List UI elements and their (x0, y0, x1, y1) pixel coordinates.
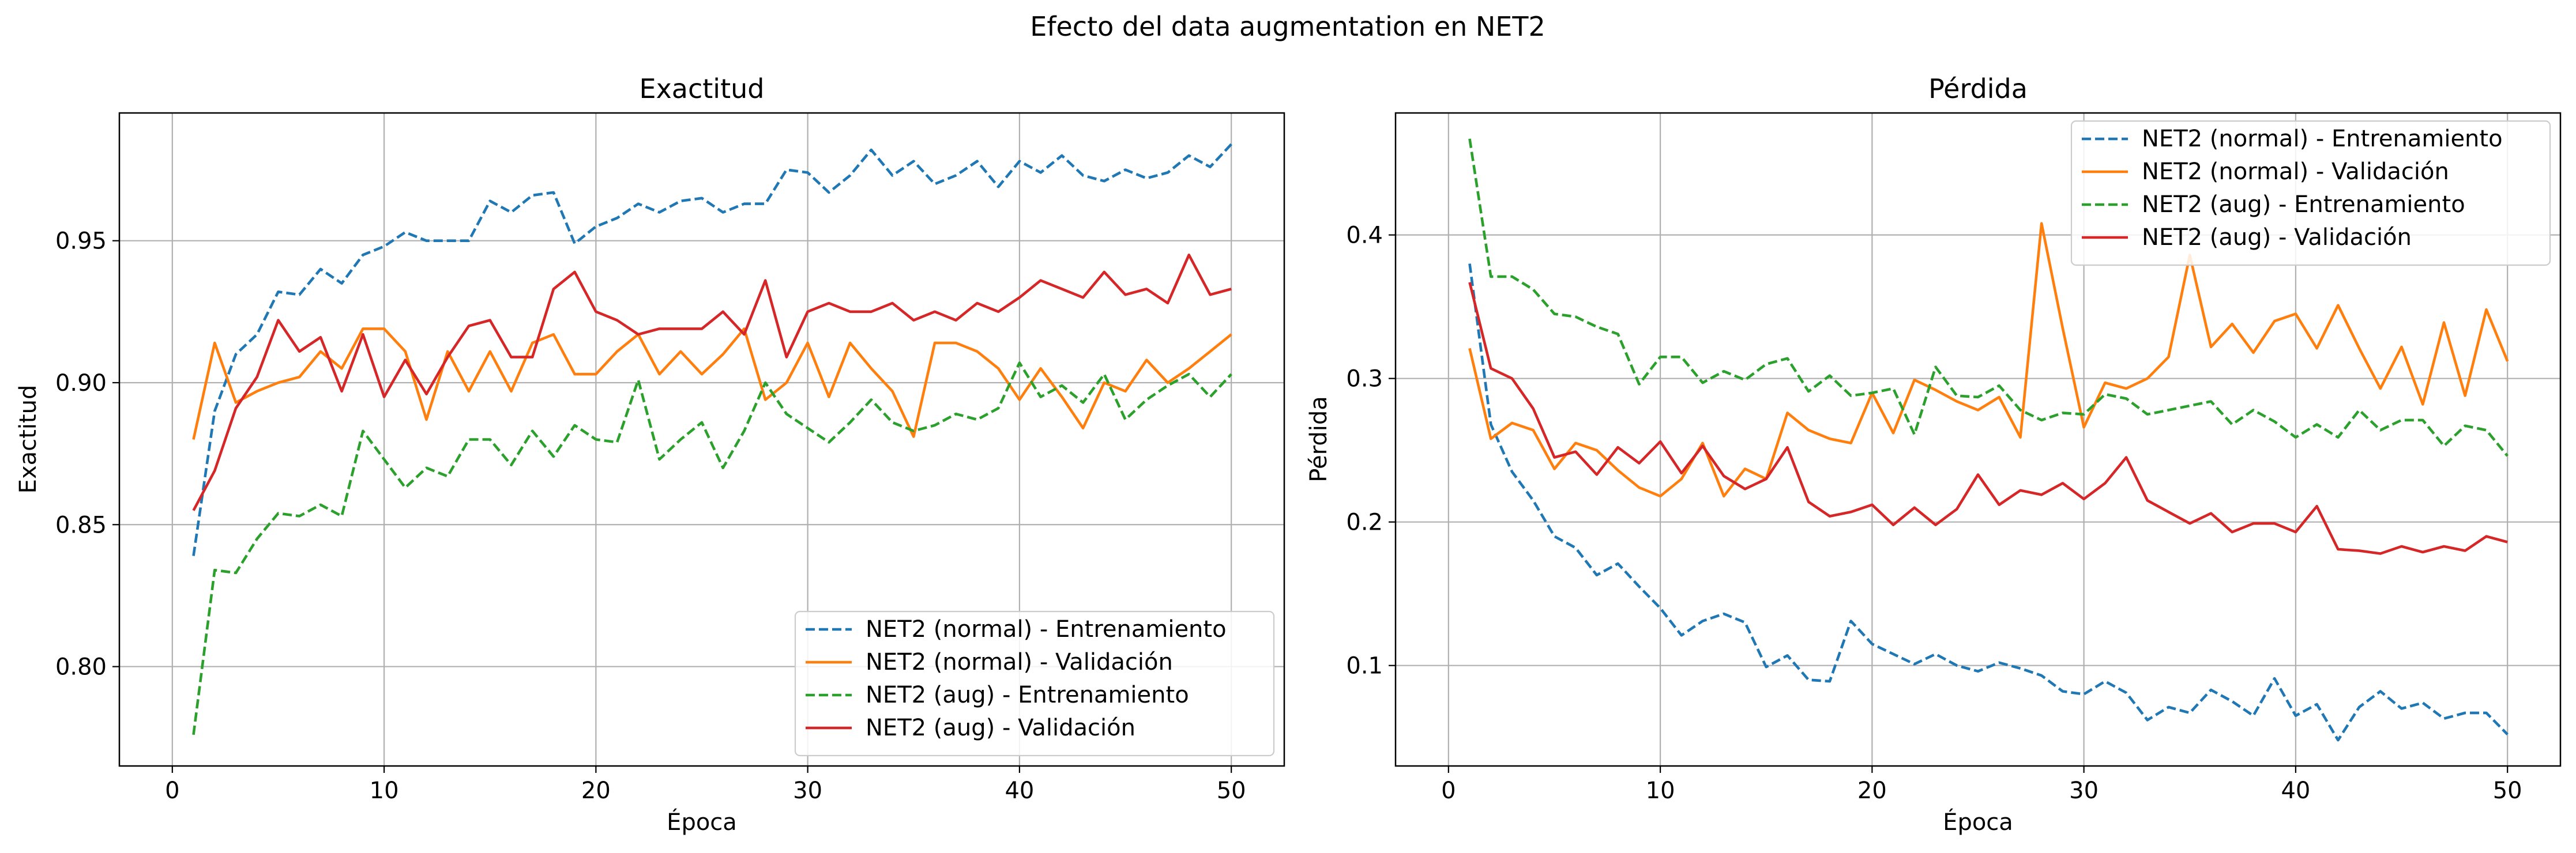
accuracy-series-line-1 (192, 143, 1232, 556)
accuracy-x-tick-label: 40 (1005, 777, 1034, 804)
accuracy-legend-box (794, 610, 1275, 757)
accuracy-legend-label-2: NET2 (normal) - Validación (866, 649, 1173, 675)
loss-x-tick-label: 10 (1646, 777, 1675, 804)
accuracy-axes-frame (118, 112, 1285, 767)
loss-legend-label-3: NET2 (aug) - Entrenamiento (2142, 191, 2465, 218)
accuracy-y-tick-label: 0.90 (55, 370, 107, 397)
accuracy-x-tick-label: 0 (165, 777, 179, 804)
loss-y-tick-label: 0.1 (1346, 653, 1383, 680)
loss-series-line-1 (1468, 263, 2509, 742)
loss-series-line-2 (1468, 222, 2509, 498)
loss-panel: Pérdida Época Pérdida 0 10 20 30 40 500.10.20… (1306, 73, 2562, 836)
loss-x-tick-label: 40 (2281, 777, 2310, 804)
accuracy-plot-area (192, 143, 1232, 735)
loss-legend-label-2: NET2 (normal) - Validación (2142, 158, 2449, 185)
loss-plot-area (1468, 138, 2509, 742)
loss-axes-frame (1394, 112, 2562, 767)
loss-series-line-4 (1468, 282, 2508, 555)
accuracy-x-tick-label: 20 (581, 777, 611, 804)
accuracy-x-tick-label: 10 (370, 777, 399, 804)
loss-legend-box (2070, 120, 2551, 266)
loss-panel-title: Pérdida (1928, 73, 2028, 104)
accuracy-y-axis-label: Exactitud (15, 385, 42, 494)
accuracy-axis-ticks: 0 10 20 30 40 50 0.80 0.85 0.90 0.95 (55, 228, 1246, 804)
loss-y-axis-label: Pérdida (1306, 396, 1332, 482)
loss-series-line-3 (1468, 138, 2509, 457)
accuracy-legend-label-4: NET2 (aug) - Validación (866, 715, 1135, 741)
accuracy-series-line-3 (192, 361, 1232, 735)
loss-legend-label-1: NET2 (normal) - Entrenamiento (2142, 126, 2503, 152)
accuracy-x-tick-label: 30 (793, 777, 822, 804)
loss-y-tick-label: 0.3 (1346, 366, 1383, 392)
loss-x-tick-label: 0 (1441, 777, 1456, 804)
loss-y-tick-label: 0.4 (1346, 222, 1383, 249)
loss-x-tick-label: 50 (2493, 777, 2522, 804)
loss-x-tick-label: 20 (1857, 777, 1887, 804)
accuracy-y-tick-label: 0.85 (55, 512, 107, 538)
accuracy-grid (119, 113, 1284, 766)
accuracy-legend-label-3: NET2 (aug) - Entrenamiento (866, 682, 1189, 708)
loss-legend: NET2 (normal) - Entrenamiento NET2 (norma… (2070, 120, 2551, 266)
accuracy-x-axis-label: Época (667, 808, 737, 836)
accuracy-x-tick-label: 50 (1217, 777, 1246, 804)
accuracy-legend: NET2 (normal) - Entrenamiento NET2 (norma… (794, 610, 1275, 757)
accuracy-y-tick-label: 0.95 (55, 228, 107, 255)
loss-x-axis-label: Época (1943, 808, 2013, 836)
accuracy-panel: Exactitud Época Exactitud 0 10 20 30 40 50 0.8… (15, 73, 1285, 836)
accuracy-series-line-4 (192, 253, 1232, 511)
accuracy-panel-title: Exactitud (640, 73, 765, 104)
loss-axis-ticks: 0 10 20 30 40 50 0.1 0.2 0.3 0.4 (1346, 222, 2522, 804)
figure-suptitle: Efecto del data augmentation en NET2 (1030, 11, 1545, 42)
accuracy-y-tick-label: 0.80 (55, 654, 107, 681)
loss-y-tick-label: 0.2 (1346, 509, 1383, 536)
loss-x-tick-label: 30 (2069, 777, 2099, 804)
accuracy-series-line-2 (192, 327, 1232, 440)
accuracy-legend-label-1: NET2 (normal) - Entrenamiento (866, 616, 1227, 643)
loss-legend-label-4: NET2 (aug) - Validación (2142, 224, 2412, 251)
